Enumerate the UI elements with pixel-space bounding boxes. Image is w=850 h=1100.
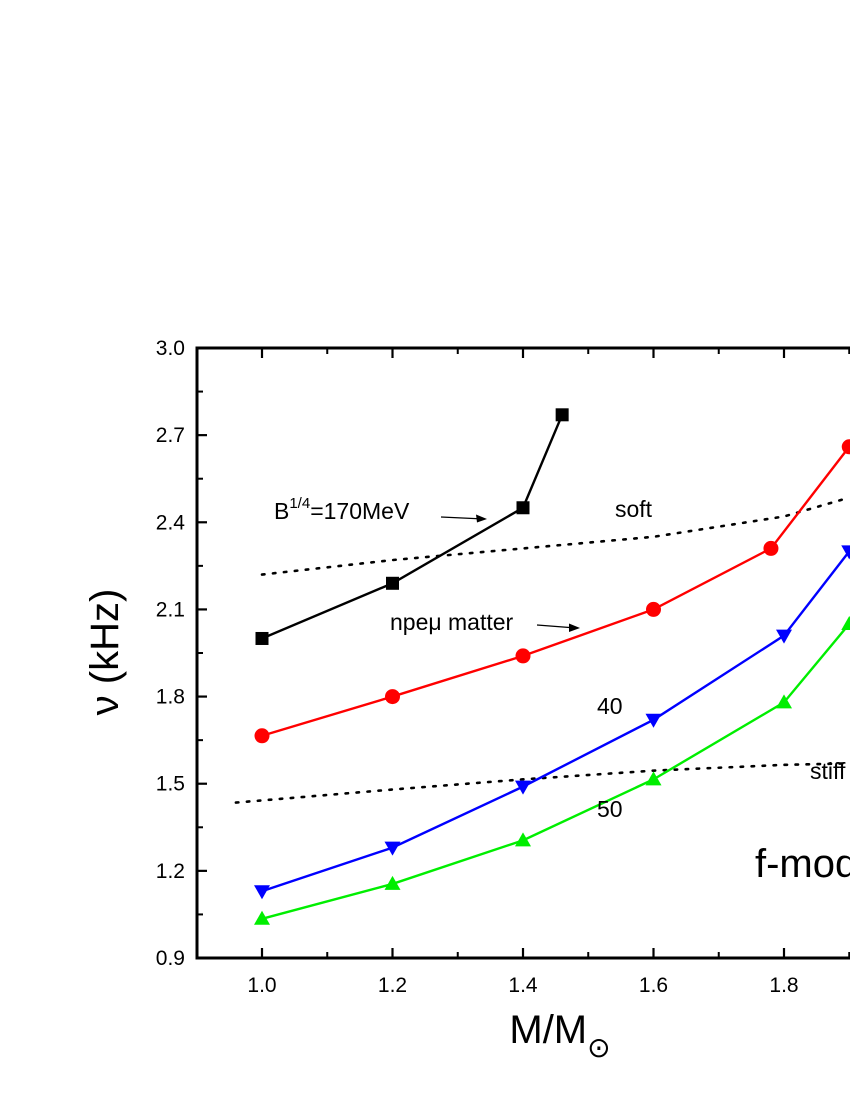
- data-point-square: [516, 501, 530, 515]
- series-line-triangle-up: [261, 623, 850, 920]
- data-point-square: [255, 631, 269, 645]
- data-point-square: [386, 576, 399, 590]
- reference-curve-stiff: [234, 762, 850, 804]
- bag-exponent: 1/4: [289, 495, 310, 512]
- y-tick-label: 0.9: [156, 947, 185, 970]
- data-point-triangle-up: [841, 615, 850, 630]
- y-axis-title: ν (kHz): [83, 589, 127, 716]
- data-point-circle: [763, 540, 779, 556]
- data-point-circle: [646, 601, 661, 617]
- x-tick-label: 1.4: [508, 974, 538, 997]
- f-mode-label: f-mode: [755, 842, 850, 886]
- data-point-circle: [841, 439, 850, 455]
- data-point-circle: [515, 648, 531, 664]
- data-point-triangle-up: [384, 875, 401, 890]
- y-tick-label: 3.0: [156, 337, 185, 360]
- x-axis-title: M/M⊙: [509, 1008, 610, 1063]
- bag-letter: B: [274, 498, 289, 524]
- data-point-circle: [385, 689, 400, 705]
- data-point-triangle-down: [384, 841, 401, 856]
- y-tick-label: 2.7: [156, 424, 185, 447]
- soft-label: soft: [615, 496, 653, 522]
- data-point-triangle-up: [515, 832, 531, 847]
- data-point-circle: [254, 728, 270, 744]
- data-point-triangle-down: [841, 545, 850, 560]
- y-tick-label: 2.1: [156, 598, 185, 621]
- x-tick-label: 1.0: [247, 974, 276, 997]
- data-point-triangle-up: [645, 771, 662, 786]
- npe-matter-label: npeμ matter: [390, 609, 514, 635]
- bag-value: =170MeV: [310, 498, 410, 524]
- data-point-triangle-up: [254, 910, 270, 925]
- x-tick-label: 1.2: [378, 974, 407, 997]
- y-tick-label: 1.8: [156, 686, 185, 709]
- bag-constant-label: B1/4=170MeV: [274, 495, 410, 524]
- data-point-triangle-down: [515, 780, 531, 795]
- data-point-triangle-down: [776, 629, 792, 644]
- bag-arrow-head: [476, 514, 487, 523]
- data-point-square: [555, 408, 569, 422]
- y-tick-label: 2.4: [156, 511, 186, 534]
- y-tick-label: 1.5: [156, 773, 185, 796]
- x-axis-title-main: M/M: [509, 1008, 587, 1052]
- label-50: 50: [597, 796, 623, 822]
- data-point-triangle-up: [776, 694, 792, 709]
- x-tick-label: 1.6: [639, 974, 668, 997]
- series-line-square: [261, 414, 564, 640]
- reference-curve-soft: [260, 496, 850, 576]
- x-tick-label: 1.8: [769, 974, 798, 997]
- label-40: 40: [597, 693, 623, 719]
- series-line-circle: [261, 446, 850, 737]
- x-axis-title-sub: ⊙: [587, 1032, 610, 1063]
- data-point-triangle-down: [645, 713, 662, 728]
- npe-arrow-head: [569, 623, 580, 632]
- data-point-triangle-down: [254, 885, 270, 900]
- stiff-label: stiff: [810, 758, 846, 784]
- series-line-triangle-down: [261, 550, 850, 893]
- y-tick-label: 1.2: [156, 860, 185, 883]
